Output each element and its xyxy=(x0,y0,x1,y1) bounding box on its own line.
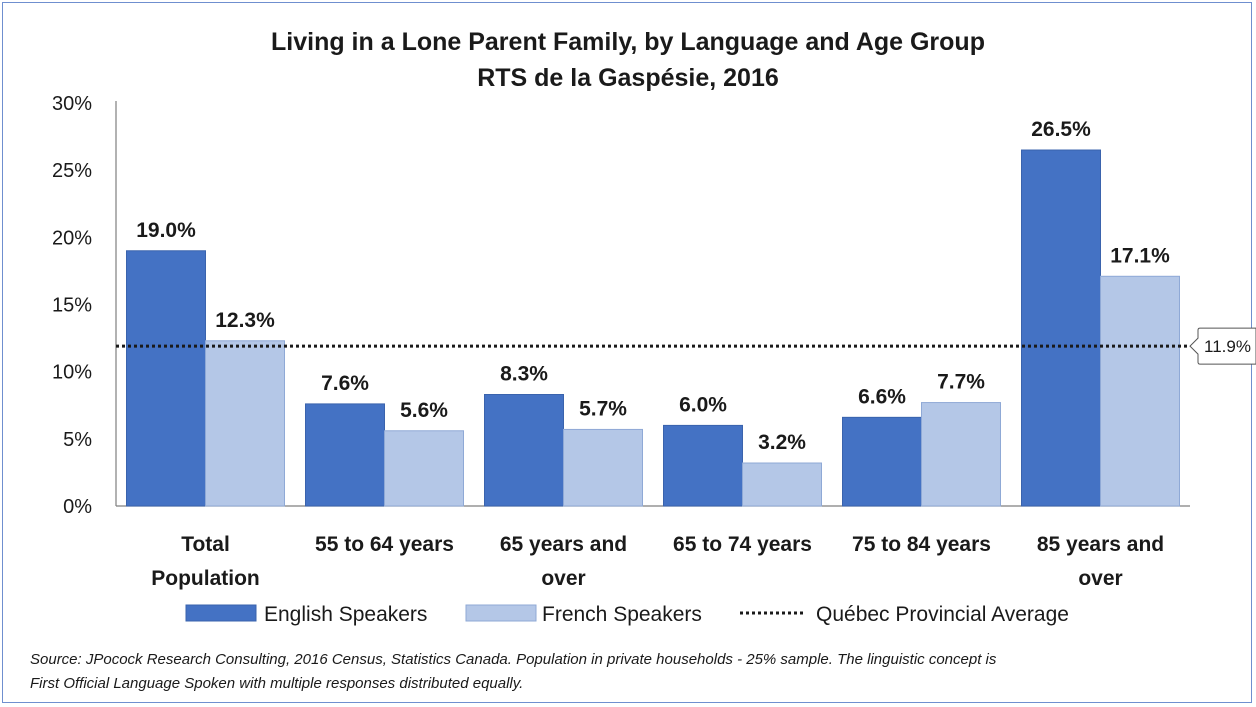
data-label: 3.2% xyxy=(758,431,806,454)
bar-french xyxy=(384,430,464,507)
x-tick-label: over xyxy=(541,567,585,590)
y-tick-label: 25% xyxy=(52,160,92,182)
data-label: 7.7% xyxy=(937,371,985,394)
legend-swatch-french xyxy=(465,604,537,622)
average-callout-label: 11.9% xyxy=(1204,337,1251,356)
y-tick-label: 10% xyxy=(52,362,92,384)
bar-english xyxy=(663,424,743,507)
bar-english xyxy=(1021,149,1101,507)
data-label: 6.0% xyxy=(679,393,727,416)
y-tick-label: 0% xyxy=(63,496,92,518)
data-label: 5.6% xyxy=(400,399,448,422)
legend-label: English Speakers xyxy=(264,603,427,626)
data-label: 8.3% xyxy=(500,363,548,386)
legend-label: French Speakers xyxy=(542,603,702,626)
data-label: 7.6% xyxy=(321,372,369,395)
bar-english xyxy=(126,250,206,507)
y-tick-label: 15% xyxy=(52,295,92,317)
x-tick-label: 55 to 64 years xyxy=(315,533,454,556)
bar-english xyxy=(842,416,922,507)
source-line-2: First Official Language Spoken with mult… xyxy=(30,675,524,692)
data-label: 26.5% xyxy=(1031,118,1091,141)
bar-french xyxy=(742,462,822,507)
x-tick-label: 65 to 74 years xyxy=(673,533,812,556)
legend-swatch-english xyxy=(185,604,257,622)
bar-french xyxy=(205,340,285,507)
x-tick-label: 75 to 84 years xyxy=(852,533,991,556)
bar-english xyxy=(305,403,385,507)
bar-chart: 0% 5% 10% 15% 20% 25% 30% 19.0% 12.3% Total Popula… xyxy=(52,93,1256,626)
data-label: 6.6% xyxy=(858,385,906,408)
x-tick-label: Total xyxy=(181,533,230,556)
bar-french xyxy=(921,402,1001,507)
x-tick-label: over xyxy=(1078,567,1122,590)
legend-label: Québec Provincial Average xyxy=(816,603,1069,626)
bar-french xyxy=(1100,275,1180,507)
source-line-1: Source: JPocock Research Consulting, 201… xyxy=(30,651,997,668)
average-callout-box xyxy=(1189,327,1256,365)
data-label: 17.1% xyxy=(1110,244,1170,267)
y-tick-label: 30% xyxy=(52,93,92,115)
x-tick-label: 65 years and xyxy=(500,533,627,556)
y-tick-label: 5% xyxy=(63,429,92,451)
data-label: 12.3% xyxy=(215,309,275,332)
data-label: 5.7% xyxy=(579,397,627,420)
bar-english xyxy=(484,394,564,507)
bar-french xyxy=(563,428,643,507)
chart-title: Living in a Lone Parent Family, by Langu… xyxy=(271,28,985,56)
source-note: Source: JPocock Research Consulting, 201… xyxy=(30,648,1252,696)
y-tick-label: 20% xyxy=(52,227,92,249)
data-label: 19.0% xyxy=(136,219,196,242)
chart-subtitle: RTS de la Gaspésie, 2016 xyxy=(477,64,779,92)
x-tick-label: Population xyxy=(151,567,260,590)
x-tick-label: 85 years and xyxy=(1037,533,1164,556)
